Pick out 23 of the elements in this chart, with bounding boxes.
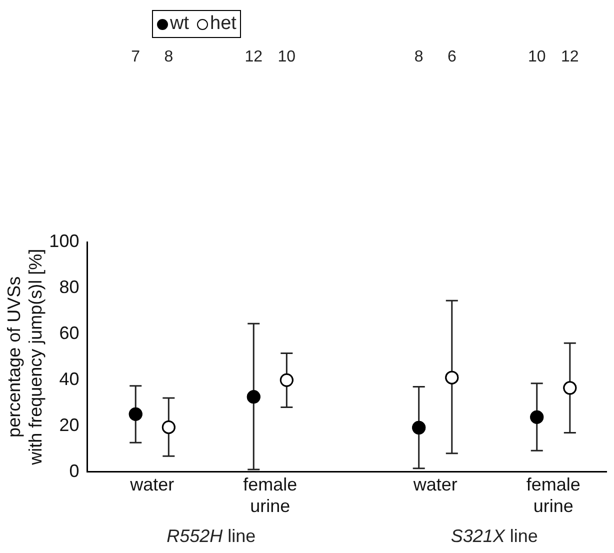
- x-tick-label: water: [412, 474, 458, 495]
- text: 6: [447, 48, 456, 66]
- y-tick-label: 20: [59, 414, 80, 435]
- text: 10: [528, 48, 546, 66]
- text: S321X line: [450, 526, 538, 546]
- text: R552H line: [166, 526, 256, 546]
- x-tick-label: female urine: [243, 474, 298, 516]
- text: 12: [244, 48, 263, 66]
- text: 8: [414, 48, 424, 66]
- y-tick-label: 60: [59, 322, 80, 343]
- text: 7: [131, 48, 140, 66]
- text: 8: [164, 48, 174, 66]
- legend-label: het: [210, 13, 236, 35]
- text: 12: [561, 48, 579, 66]
- y-tick-label: 80: [59, 276, 80, 297]
- x-tick-label: female urine: [526, 474, 580, 516]
- legend-label: wt: [170, 13, 189, 35]
- y-axis-title: percentage of UVSs with frequency jump(s)l [%]: [4, 248, 46, 466]
- text: 10: [278, 48, 296, 66]
- y-tick-label: 100: [49, 230, 80, 251]
- x-tick-label: water: [129, 474, 174, 495]
- y-tick-label: 40: [59, 368, 80, 389]
- y-tick-label: 0: [69, 460, 80, 481]
